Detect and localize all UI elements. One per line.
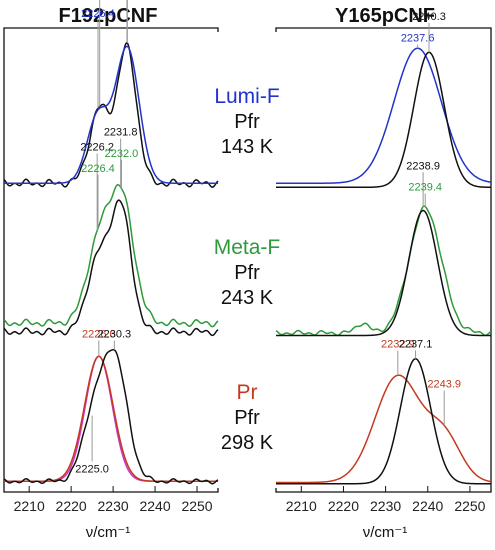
spectrum-line — [4, 355, 218, 482]
plot-frames — [3, 27, 492, 493]
peak-label: 2226.2 — [80, 142, 114, 154]
x-axis-label-right: ν/cm⁻¹ — [363, 524, 408, 541]
x-axis-label-left: ν/cm⁻¹ — [86, 524, 131, 541]
peak-labels: 2226.82226.42233.32233.42226.22226.42231… — [75, 0, 461, 476]
condition-temperature: 243 K — [221, 287, 274, 309]
x-axis-right: 2210 2220 2230 2240 2250 — [286, 486, 486, 514]
peak-label: 2226.6 — [82, 329, 116, 341]
x-tick-label: 2240 — [139, 498, 170, 514]
spectrum-line — [276, 47, 492, 184]
peak-label: 2232.0 — [105, 148, 139, 160]
condition-state: Pfr — [234, 407, 260, 429]
chart-title-right: Y165pCNF — [335, 5, 435, 27]
condition-state: Pfr — [234, 262, 260, 284]
spectra-curves — [3, 41, 492, 485]
x-tick-label: 2240 — [412, 498, 443, 514]
spectrum-line — [4, 355, 218, 482]
peak-label: 2237.1 — [399, 339, 433, 351]
peak-label: 2226.4 — [81, 8, 115, 20]
x-tick-label: 2210 — [286, 498, 317, 514]
right-frame — [275, 27, 492, 493]
peak-label: 2232.9 — [381, 339, 415, 351]
spectrum-line — [276, 51, 492, 189]
spectrum-line — [276, 209, 491, 337]
spectrum-line — [275, 205, 492, 337]
condition-pr: Pr — [237, 381, 258, 404]
spectrum-line — [3, 199, 219, 337]
x-tick-label: 2230 — [98, 498, 129, 514]
peak-label: 2240.3 — [412, 11, 446, 23]
condition-lumi-f: Lumi-F — [214, 85, 279, 108]
condition-labels: Lumi-F Pfr 143 K Meta-F Pfr 243 K Pr Pfr… — [214, 85, 281, 454]
peak-label: 2239.4 — [408, 182, 442, 194]
condition-temperature: 298 K — [221, 432, 274, 454]
peak-label: 2230.3 — [98, 329, 132, 341]
peak-label: 2243.9 — [427, 379, 461, 391]
x-tick-label: 2220 — [56, 498, 87, 514]
x-tick-label: 2250 — [454, 498, 485, 514]
spectrum-line — [276, 374, 492, 484]
condition-temperature: 143 K — [221, 136, 274, 158]
x-tick-label: 2230 — [370, 498, 401, 514]
x-tick-label: 2250 — [181, 498, 212, 514]
peak-label: 2225.0 — [75, 464, 109, 476]
x-axis-left: 2210 2220 2230 2240 2250 — [14, 486, 213, 514]
peak-label: 2226.4 — [81, 163, 115, 175]
x-tick-label: 2210 — [14, 498, 45, 514]
spectrum-line — [3, 183, 219, 328]
x-tick-label: 2220 — [328, 498, 359, 514]
spectrum-line — [4, 45, 218, 184]
condition-meta-f: Meta-F — [214, 236, 281, 259]
spectrum-line — [276, 358, 491, 485]
spectrum-line — [3, 348, 219, 485]
condition-state: Pfr — [234, 111, 260, 133]
chart-title-left: F192pCNF — [59, 5, 158, 27]
peak-label: 2231.8 — [104, 127, 138, 139]
left-frame — [3, 27, 219, 493]
peak-label: 2237.6 — [401, 33, 435, 45]
peak-label: 2238.9 — [406, 160, 440, 172]
